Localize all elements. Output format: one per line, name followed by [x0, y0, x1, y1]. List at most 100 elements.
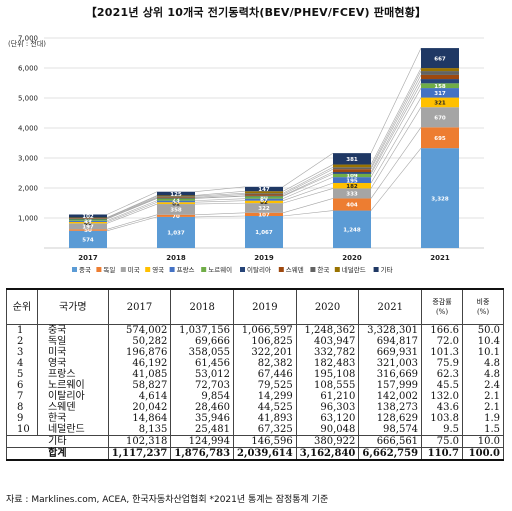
y-tick-label: 2,000	[18, 185, 38, 193]
cell-2017: 4,614	[107, 391, 172, 402]
series-connector-line	[106, 197, 158, 219]
cell-rank: 9	[6, 413, 38, 424]
y-tick-label: 4,000	[18, 125, 38, 133]
header-2018: 2018	[170, 288, 235, 325]
cell-growth-rate: 101.3	[421, 347, 463, 358]
series-connector-line	[106, 203, 158, 224]
series-connector-line	[194, 190, 246, 196]
series-connector-line	[106, 216, 158, 232]
bar-segment-독일	[157, 214, 195, 217]
data-label: 381	[346, 157, 358, 163]
series-connector-line	[106, 197, 158, 220]
unit-label: (단위 : 천대)	[8, 39, 46, 48]
bar-segment-한국	[333, 167, 371, 170]
series-connector-line	[194, 195, 246, 199]
cell-2018: 72,703	[170, 380, 235, 391]
bar-segment-스웨덴	[157, 197, 195, 199]
sales-table: 순위 국가명 2017 2018 2019 2020 2021 증감률 (%) …	[6, 288, 504, 461]
cell-growth-rate: 9.5	[421, 424, 463, 436]
bar-segment-영국	[69, 221, 107, 224]
bar-segment-영국	[245, 200, 283, 204]
cell-2017: 102,318	[107, 435, 172, 448]
data-label: 125	[170, 192, 182, 198]
data-label: 667	[434, 56, 446, 62]
cell-2021: 142,002	[358, 391, 423, 402]
bar-segment-영국	[157, 202, 195, 205]
series-connector-line	[282, 182, 334, 201]
data-label: 50	[84, 228, 92, 234]
bar-segment-스웨덴	[333, 169, 371, 173]
cell-share: 10.4	[462, 336, 504, 347]
bar-segment-영국	[333, 182, 371, 189]
cell-country: 프랑스	[36, 369, 109, 380]
cell-share: 10.1	[462, 347, 504, 358]
cell-rank: 6	[6, 380, 38, 391]
source-note: 자료 : Marklines.com, ACEA, 한국자동차산업협회 *202…	[6, 495, 329, 505]
legend-swatch	[145, 267, 151, 272]
cell-2017: 196,876	[107, 347, 172, 358]
legend-label: 이탈리아	[247, 265, 271, 274]
cell-2017: 50,282	[107, 336, 172, 347]
plot-area: 1,000 2,000 3,000 4,000 5,000 6,000 7,000 574 50…	[18, 35, 484, 262]
data-label: 195	[346, 178, 358, 184]
cell-2019: 14,299	[233, 391, 297, 402]
cell-2020: 96,303	[295, 402, 360, 413]
data-label: 695	[434, 136, 446, 142]
series-connector-line	[370, 147, 422, 211]
cell-2021: 138,273	[358, 402, 423, 413]
cell-rank: 2	[6, 336, 38, 347]
data-label: 574	[82, 238, 94, 244]
bar-segment-노르웨이	[157, 198, 195, 201]
series-connector-line	[194, 198, 246, 201]
legend-label: 기타	[381, 265, 393, 274]
header-2017: 2017	[107, 288, 172, 325]
cell-country: 중국	[36, 324, 109, 336]
table-row: 4 영국 46,192 61,456 82,382 182,483 321,003 75.9 4…	[6, 358, 504, 369]
cell-2021: 669,931	[358, 347, 423, 358]
legend-swatch	[310, 267, 316, 272]
series-connector-line	[106, 191, 158, 215]
bar-segment-이탈리아	[245, 195, 283, 197]
table-row: 1 중국 574,002 1,037,156 1,066,597 1,248,362 3,3…	[6, 324, 504, 336]
series-connector-line	[370, 67, 422, 165]
table-row: 10 네덜란드 8,135 25,481 67,325 90,048 98,574 9.5 1.…	[6, 424, 504, 436]
x-tick-label: 2020	[342, 254, 362, 262]
cell-2018: 35,946	[170, 413, 235, 424]
y-tick-label: 1,000	[18, 215, 38, 223]
bar-segment-미국	[245, 203, 283, 213]
cell-2018: 28,460	[170, 402, 235, 413]
bar-segment-기타	[333, 153, 371, 165]
legend-label: 중국	[79, 266, 91, 274]
cell-2020: 182,483	[295, 358, 360, 369]
legend-swatch	[96, 267, 102, 272]
cell-2020: 90,048	[295, 424, 360, 436]
cell-2021: 98,574	[358, 424, 423, 436]
series-connector-line	[282, 167, 334, 194]
table-row: 2 독일 50,282 69,666 106,825 403,947 694,817 72.0…	[6, 336, 504, 347]
bar-segment-독일	[333, 198, 371, 211]
cell-growth-rate: 45.5	[421, 380, 463, 391]
data-label: 404	[346, 203, 358, 209]
cell-share: 2.1	[462, 402, 504, 413]
chart-title: 【2021년 상위 10개국 전기동력차(BEV/PHEV/FCEV) 판매현황…	[85, 6, 427, 19]
cell-growth-rate: 75.9	[421, 358, 463, 369]
series-connector-line	[282, 171, 334, 197]
cell-2020: 1,248,362	[295, 324, 360, 336]
data-label: 82	[260, 200, 268, 206]
cell-2021: 3,328,301	[358, 324, 423, 336]
bar-segment-한국	[421, 71, 459, 75]
series-connector-line	[282, 164, 334, 192]
bar-segment-스웨덴	[69, 218, 107, 219]
legend-swatch	[240, 267, 245, 272]
x-tick-label: 2018	[166, 254, 186, 262]
cell-growth-rate: 72.0	[421, 336, 463, 347]
data-label: 197	[82, 225, 94, 231]
bar-segment-이탈리아	[69, 218, 107, 220]
cell-share: 4.8	[462, 369, 504, 380]
cell-2019: 106,825	[233, 336, 297, 347]
data-label: 317	[434, 91, 446, 97]
cell-2017: 8,135	[107, 424, 172, 436]
legend-label: 독일	[103, 265, 115, 274]
series-connector-line	[194, 192, 246, 197]
x-tick-label: 2021	[430, 254, 450, 262]
